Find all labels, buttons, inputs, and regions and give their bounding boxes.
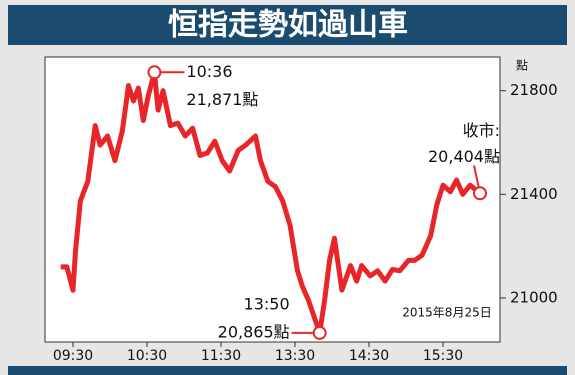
- price-line: [60, 69, 482, 336]
- annotation-text: 13:50: [244, 294, 290, 313]
- title-banner: [8, 5, 567, 45]
- y-tick-label: 21000: [510, 288, 558, 306]
- annotation-text: 21,871點: [186, 90, 258, 109]
- chart-title: 恒指走勢如過山車: [168, 8, 408, 43]
- y-unit: 點: [516, 59, 528, 73]
- x-tick-label: 09:30: [53, 348, 93, 364]
- x-tick-label: 10:30: [127, 348, 167, 364]
- plot-area: [44, 56, 501, 343]
- annotation-text: 10:36: [186, 62, 232, 81]
- annotation-text: 收市:: [463, 121, 500, 140]
- bottom-bar: [8, 366, 567, 375]
- annotation-text: 20,865點: [218, 322, 290, 341]
- date-label: 2015年8月25日: [402, 306, 491, 320]
- x-tick-label: 13:30: [275, 348, 315, 364]
- marker: [147, 65, 162, 80]
- x-tick-label: 15:30: [423, 348, 463, 364]
- x-tick-label: 11:30: [201, 348, 241, 364]
- x-tick-label: 14:30: [349, 348, 389, 364]
- marker: [473, 186, 487, 201]
- annotation-text: 20,404點: [428, 147, 500, 166]
- marker: [312, 325, 327, 340]
- y-tick-label: 21400: [510, 185, 558, 203]
- y-tick-label: 21800: [510, 81, 558, 99]
